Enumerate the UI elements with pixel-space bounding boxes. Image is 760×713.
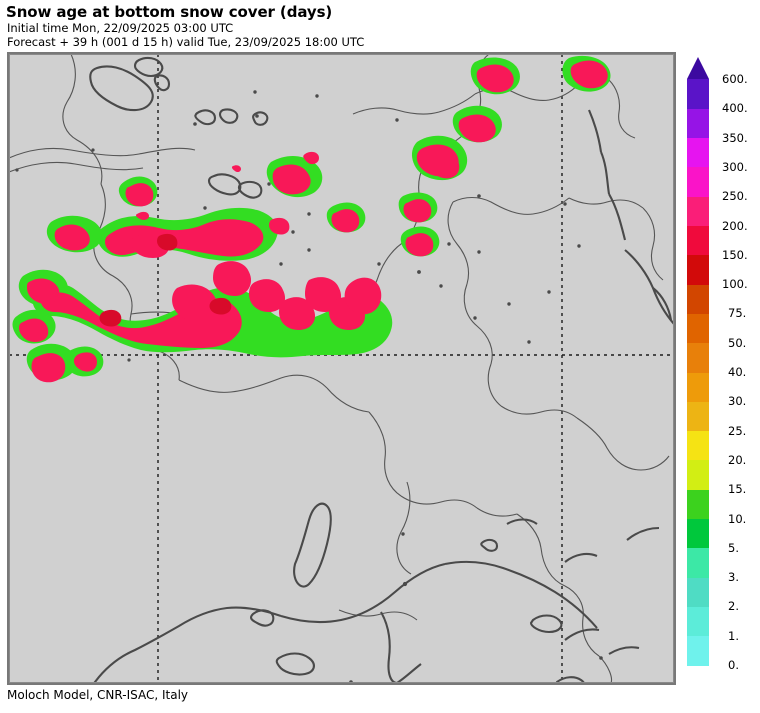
colorbar-band [687, 342, 709, 373]
colorbar-band [687, 254, 709, 285]
colorbar-tick-label: 200. [722, 218, 748, 233]
colorbar-band [687, 430, 709, 461]
coastlines [89, 56, 674, 683]
forecast-valid-label: Forecast + 39 h (001 d 15 h) valid Tue, … [7, 35, 365, 49]
map-panel[interactable] [7, 52, 676, 685]
colorbar-band [687, 372, 709, 402]
colorbar-tick-label: 3. [728, 570, 739, 585]
model-credit: Moloch Model, CNR-ISAC, Italy [7, 688, 189, 702]
colorbar-tick-label: 20. [728, 452, 747, 467]
colorbar-band [687, 489, 709, 520]
colorbar-band [687, 635, 709, 666]
colorbar[interactable] [687, 79, 709, 666]
colorbar-tick-label: 25. [728, 423, 747, 438]
colorbar-band [687, 606, 709, 637]
colorbar-band [687, 79, 709, 109]
colorbar-band [687, 577, 709, 607]
colorbar-over-arrow [687, 57, 709, 79]
colorbar-tick-label: 1. [728, 628, 739, 643]
colorbar-band [687, 166, 709, 197]
colorbar-band [687, 284, 709, 314]
colorbar-band [687, 225, 709, 256]
colorbar-tick-label: 400. [722, 101, 748, 116]
colorbar-tick-label: 100. [722, 277, 748, 292]
snow-field-peak [99, 233, 232, 327]
snow-field-high [19, 60, 608, 383]
colorbar-band [687, 518, 709, 549]
colorbar-tick-label: 15. [728, 482, 747, 497]
gridlines [9, 54, 674, 683]
colorbar-tick-label: 50. [728, 335, 747, 350]
colorbar-tick-label: 600. [722, 72, 748, 86]
colorbar-band [687, 108, 709, 139]
colorbar-tick-label: 30. [728, 394, 747, 409]
colorbar-band [687, 137, 709, 168]
colorbar-tick-label: 40. [728, 365, 747, 379]
colorbar-tick-label: 75. [728, 306, 747, 321]
colorbar-tick-label: 10. [728, 511, 747, 526]
colorbar-band [687, 547, 709, 578]
initial-time-label: Initial time Mon, 22/09/2025 03:00 UTC [7, 21, 234, 35]
colorbar-band [687, 196, 709, 227]
colorbar-band [687, 401, 709, 432]
colorbar-tick-label: 350. [722, 130, 748, 145]
colorbar-tick-label: 250. [722, 189, 748, 204]
colorbar-band [687, 459, 709, 490]
map-graphic [9, 54, 674, 683]
colorbar-tick-label: 150. [722, 247, 748, 262]
colorbar-tick-label: 5. [728, 540, 739, 555]
colorbar-tick-label: 300. [722, 159, 748, 174]
colorbar-tick-label: 2. [728, 599, 739, 614]
page-title: Snow age at bottom snow cover (days) [6, 3, 333, 21]
colorbar-tick-label: 0. [728, 658, 739, 672]
colorbar-band [687, 313, 709, 344]
